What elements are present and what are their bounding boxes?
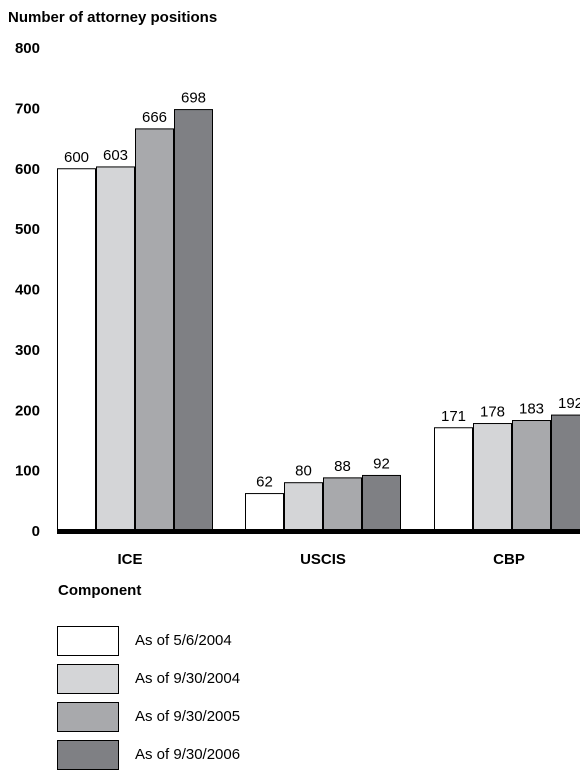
legend-label: As of 5/6/2004 [135, 632, 232, 649]
bar [284, 482, 323, 532]
y-tick-label: 700 [15, 100, 40, 117]
bar-value-label: 80 [295, 463, 312, 480]
legend-swatch [57, 740, 119, 770]
x-tick-label: ICE [117, 551, 142, 568]
y-tick-label: 800 [15, 40, 40, 57]
bar-value-label: 698 [181, 90, 206, 107]
y-tick-label: 300 [15, 342, 40, 359]
x-axis-ticks: ICE USCIS CBP [117, 551, 524, 568]
bar-value-label: 62 [256, 474, 273, 491]
y-tick-label: 0 [32, 523, 40, 540]
x-tick-label: USCIS [300, 551, 346, 568]
x-axis-title: Component [58, 582, 142, 599]
y-tick-label: 200 [15, 402, 40, 419]
legend-label: As of 9/30/2005 [135, 708, 241, 725]
bar [96, 166, 135, 532]
x-tick-label: CBP [493, 551, 525, 568]
legend-swatch [57, 702, 119, 732]
y-tick-label: 600 [15, 161, 40, 178]
bar-value-label: 183 [519, 401, 544, 418]
legend-swatch [57, 664, 119, 694]
bar [135, 128, 174, 532]
legend-swatch [57, 626, 119, 656]
bar [174, 109, 213, 532]
y-tick-label: 500 [15, 221, 40, 238]
bar [245, 493, 284, 532]
bar-value-label: 92 [373, 455, 390, 472]
y-tick-label: 100 [15, 463, 40, 480]
bar-value-label: 171 [441, 408, 466, 425]
value-labels-group: 600 603 666 698 62 80 88 92 171 178 183 192 [64, 90, 580, 491]
bar-value-label: 88 [334, 458, 351, 475]
bar-value-label: 192 [558, 395, 580, 412]
legend-label: As of 9/30/2004 [135, 670, 241, 687]
y-axis-title: Number of attorney positions [8, 9, 218, 26]
bar [551, 414, 580, 532]
bar [57, 168, 96, 532]
y-axis-ticks: 0 100 200 300 400 500 600 700 800 [15, 40, 40, 540]
bar-value-label: 178 [480, 404, 505, 421]
bar-value-label: 666 [142, 109, 167, 126]
bar [473, 423, 512, 532]
bar [512, 420, 551, 532]
bar-value-label: 603 [103, 147, 128, 164]
bars-group [57, 109, 580, 532]
bar [434, 427, 473, 532]
legend-label: As of 9/30/2006 [135, 746, 241, 763]
bar [323, 477, 362, 532]
bar-value-label: 600 [64, 149, 89, 166]
bar [362, 474, 401, 532]
y-tick-label: 400 [15, 282, 40, 299]
